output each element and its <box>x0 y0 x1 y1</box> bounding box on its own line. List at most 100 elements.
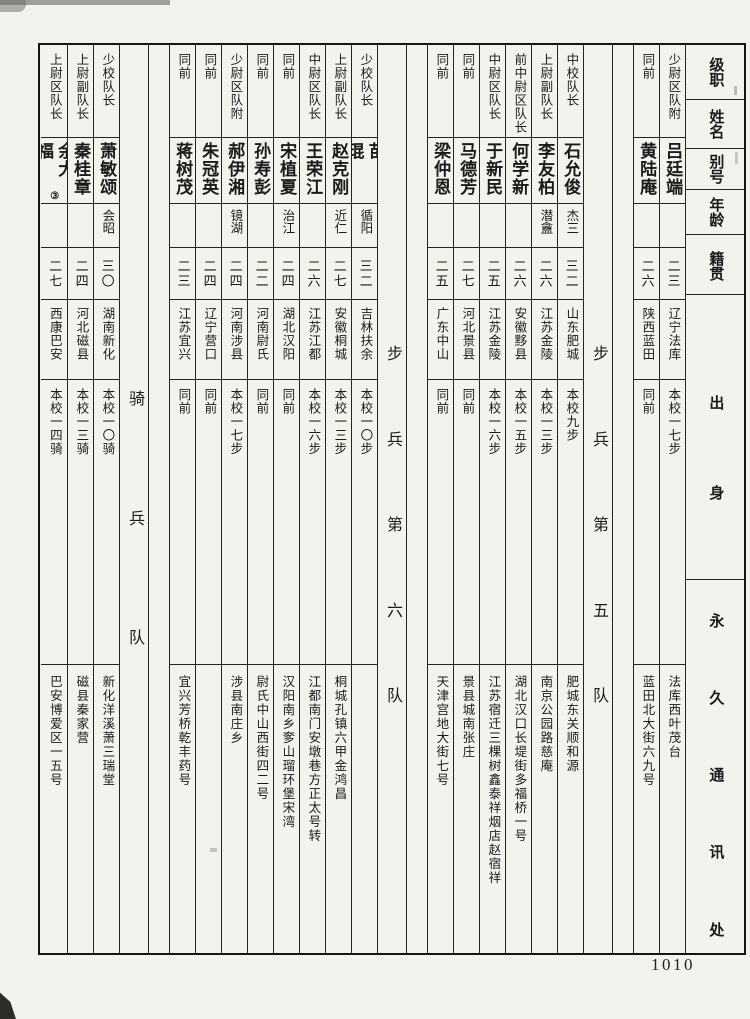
address-cell: 涉县南庄乡 <box>228 675 243 745</box>
age-cell: 二四 <box>196 248 221 300</box>
background-cell: 本校一五步 <box>506 380 531 665</box>
background-cell: 本校一六步 <box>300 380 325 665</box>
section-title: 步兵第六队 <box>384 345 401 703</box>
native-place-cell: 湖南新化 <box>94 300 119 380</box>
address-cell: 江苏宿迁三棵树鑫泰祥烟店赵宿祥 <box>486 675 501 885</box>
person-column: 中尉区队长 王荣江 二六 江苏江都 本校一六步 江都南门安墩巷方正太号转 <box>299 45 325 953</box>
header-background-label: 出身 <box>686 295 744 580</box>
native-place-cell: 安徽黟县 <box>506 300 531 380</box>
name-cell: 石允俊 <box>558 138 583 204</box>
background-cell: 本校一三步 <box>326 380 351 665</box>
section-divider-infantry5: 步兵第五队 <box>583 45 633 953</box>
name-cell: 宋植夏 <box>274 138 299 204</box>
background-cell: 本校一〇骑 <box>94 380 119 665</box>
age-cell: 二二 <box>248 248 273 300</box>
age-cell: 二六 <box>300 248 325 300</box>
scan-artifact <box>0 992 16 1019</box>
divider-gap <box>612 45 633 953</box>
native-place-cell: 湖北汉阳 <box>274 300 299 380</box>
divider-gap <box>148 45 169 953</box>
address-cell: 磁县秦家营 <box>74 675 89 745</box>
native-place-cell: 西康巴安 <box>41 300 67 380</box>
rank-cell: 上尉副队长 <box>532 45 557 138</box>
hao-cell: 近仁 <box>326 204 351 248</box>
age-cell: 二七 <box>326 248 351 300</box>
background-cell: 本校一六步 <box>480 380 505 665</box>
native-place-cell: 陕西蓝田 <box>634 300 659 380</box>
age-cell: 二四 <box>222 248 247 300</box>
background-cell: 同前 <box>196 380 221 665</box>
age-cell: 二三 <box>660 248 685 300</box>
rank-cell: 上尉副队长 <box>68 45 93 138</box>
native-place-cell: 江苏江都 <box>300 300 325 380</box>
person-column: 同前 马德芳 二七 河北景县 同前 景县城南张庄 <box>453 45 479 953</box>
person-column: 中尉区队长 于新民 二五 江苏金陵 本校一六步 江苏宿迁三棵树鑫泰祥烟店赵宿祥 <box>479 45 505 953</box>
hao-cell: 杰三 <box>558 204 583 248</box>
background-cell: 本校一七步 <box>660 380 685 665</box>
rank-cell: 中尉区队长 <box>300 45 325 138</box>
rank-cell: 同前 <box>170 45 195 138</box>
name-cell: 孙寿彭 <box>248 138 273 204</box>
header-hao-label: 别号 <box>686 149 744 190</box>
address-cell: 南京公园路慈庵 <box>538 675 553 773</box>
rank-cell: 少校队长 <box>94 45 119 138</box>
background-cell: 本校一三骑 <box>68 380 93 665</box>
hao-cell: 潜盦 <box>532 204 557 248</box>
background-cell: 本校九步 <box>558 380 583 665</box>
address-cell: 肥城东关顺和源 <box>564 675 579 773</box>
background-cell: 本校一七步 <box>222 380 247 665</box>
hao-cell: 镜湖 <box>222 204 247 248</box>
person-column: 少尉区队附 吕廷端 二三 辽宁法库 本校一七步 法库西叶茂台 <box>659 45 685 953</box>
age-cell: 二七 <box>41 248 67 300</box>
hao-cell <box>660 204 685 248</box>
age-cell: 二七 <box>454 248 479 300</box>
age-cell: 二六 <box>506 248 531 300</box>
scan-artifact <box>0 0 26 12</box>
name-cell: 郝伊湘 <box>222 138 247 204</box>
section-title: 步兵第五队 <box>590 345 607 703</box>
address-cell: 景县城南张庄 <box>460 675 475 759</box>
page-number: 1010 <box>651 955 695 974</box>
rank-cell: 同前 <box>248 45 273 138</box>
age-cell: 三二 <box>352 248 377 300</box>
background-cell: 同前 <box>170 380 195 665</box>
name-cell: 蒋树茂 <box>170 138 195 204</box>
native-place-cell: 河北磁县 <box>68 300 93 380</box>
address-cell: 江都南门安墩巷方正太号转 <box>306 675 321 843</box>
rank-cell: 上尉区队长 <box>41 45 67 138</box>
header-address-label: 永久通讯处 <box>707 613 724 938</box>
section-title: 骑兵队 <box>126 390 143 645</box>
person-column: 上尉区队长 余大福 ③ 二七 西康巴安 本校一四骑 巴安博爱区一五号 <box>41 45 67 953</box>
address-cell: 宜兴芳桥乾丰药号 <box>176 675 191 787</box>
hao-cell: 会昭 <box>94 204 119 248</box>
name-cell: 何学新 <box>506 138 531 204</box>
hao-cell <box>634 204 659 248</box>
rank-cell: 少校队长 <box>352 45 377 138</box>
background-cell: 同前 <box>454 380 479 665</box>
age-cell: 三二 <box>558 248 583 300</box>
person-column: 少尉区队附 郝伊湘 镜湖 二四 河南涉县 本校一七步 涉县南庄乡 <box>221 45 247 953</box>
background-cell: 本校一三步 <box>532 380 557 665</box>
native-place-cell: 辽宁营口 <box>196 300 221 380</box>
native-place-cell: 江苏金陵 <box>532 300 557 380</box>
age-cell: 二四 <box>68 248 93 300</box>
person-column: 同前 梁仲恩 二五 广东中山 同前 天津宫地大街七号 <box>427 45 453 953</box>
address-cell: 新化洋溪萧三瑞堂 <box>100 675 115 787</box>
background-cell: 同前 <box>634 380 659 665</box>
hao-cell <box>480 204 505 248</box>
native-place-cell: 河南涉县 <box>222 300 247 380</box>
name-cell: 王荣江 <box>300 138 325 204</box>
name-cell: 余大福 ③ <box>41 138 67 204</box>
address-cell: 湖北汉口长堤街多福桥一号 <box>512 675 527 843</box>
native-place-cell: 河南尉氏 <box>248 300 273 380</box>
age-cell: 二三 <box>170 248 195 300</box>
name-cell: 马德芳 <box>454 138 479 204</box>
name-cell: 李友柏 <box>532 138 557 204</box>
person-column: 上尉副队长 赵克刚 近仁 二七 安徽桐城 本校一三步 桐城孔镇六甲金鸿昌 <box>325 45 351 953</box>
rank-cell: 同前 <box>274 45 299 138</box>
address-cell: 天津宫地大街七号 <box>434 675 449 787</box>
hao-cell <box>300 204 325 248</box>
rank-cell: 同前 <box>634 45 659 138</box>
address-cell <box>352 665 377 953</box>
